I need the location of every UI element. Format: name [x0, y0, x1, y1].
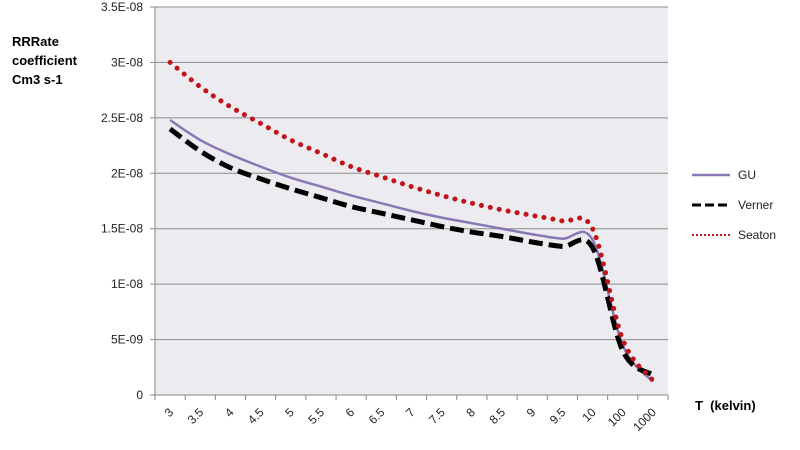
x-tick-label: 8.5	[486, 405, 508, 427]
x-tick-label: 10	[579, 405, 599, 425]
x-tick-label: 100	[605, 405, 629, 429]
legend-label: Seaton	[738, 228, 777, 242]
y-tick-label: 3.5E-08	[101, 0, 143, 14]
x-axis-title: T (kelvin)	[695, 398, 756, 413]
legend-swatch	[692, 203, 730, 207]
y-axis-title-line: coefficient	[12, 53, 78, 68]
y-axis-title-line: Cm3 s-1	[12, 72, 63, 87]
x-tick-label: 1000	[630, 405, 659, 434]
x-tick-label: 7	[403, 405, 418, 420]
series-line-seaton	[167, 59, 656, 384]
y-tick-label: 2E-08	[111, 166, 143, 180]
y-tick-label: 3E-08	[111, 55, 143, 69]
legend-swatch	[692, 234, 730, 236]
legend-label: Verner	[738, 198, 774, 212]
y-axis-title-line: RRRate	[12, 34, 59, 49]
series-line-gu	[169, 119, 654, 383]
x-tick-label: 9	[524, 405, 539, 420]
x-tick-label: 5.5	[305, 405, 327, 427]
y-tick-label: 1E-08	[111, 277, 143, 291]
legend-item: Seaton	[690, 220, 776, 250]
x-tick-label: 9.5	[547, 405, 569, 427]
y-axis-title: RRRate coefficient Cm3 s-1	[12, 32, 77, 89]
x-tick-label: 8	[463, 405, 478, 420]
legend: GU Verner Seaton	[690, 160, 776, 250]
x-tick-label: 4	[222, 405, 237, 420]
y-tick-label: 0	[136, 388, 143, 402]
x-tick-label: 5	[282, 405, 297, 420]
legend-item: Verner	[690, 190, 776, 220]
plot-area	[155, 7, 668, 395]
legend-label: GU	[738, 168, 756, 182]
series-line-verner	[168, 126, 655, 378]
x-tick-label: 7.5	[426, 405, 448, 427]
x-tick-label: 3	[162, 405, 177, 420]
x-tick-label: 4.5	[245, 405, 267, 427]
x-tick-label: 3.5	[185, 405, 207, 427]
y-tick-label: 5E-09	[111, 333, 143, 347]
y-tick-label: 2.5E-08	[101, 111, 143, 125]
legend-item: GU	[690, 160, 776, 190]
x-tick-label: 6	[343, 405, 358, 420]
y-tick-label: 1.5E-08	[101, 222, 143, 236]
legend-swatch	[692, 173, 730, 177]
x-tick-label: 6.5	[366, 405, 388, 427]
